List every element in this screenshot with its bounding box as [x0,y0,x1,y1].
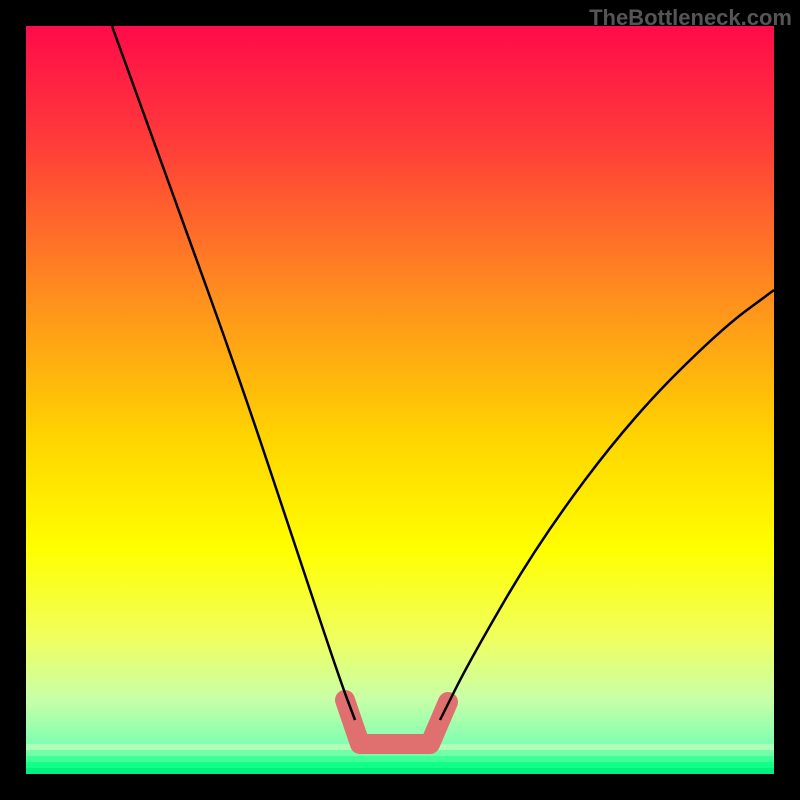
chart-canvas: TheBottleneck.com [0,0,800,800]
watermark-text: TheBottleneck.com [589,5,792,31]
gradient-plot [0,0,800,800]
